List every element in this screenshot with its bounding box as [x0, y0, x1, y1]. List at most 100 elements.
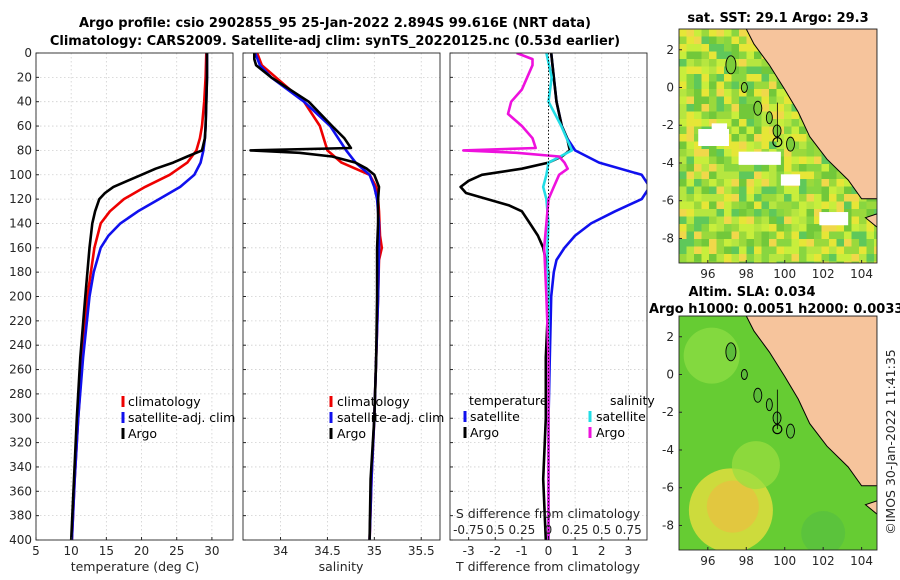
sst-cell [859, 246, 867, 255]
sst-cell [679, 134, 687, 142]
sst-cell [694, 51, 702, 60]
cloud-gap [711, 123, 728, 133]
sst-cell [686, 89, 695, 97]
sst-cell [724, 164, 732, 172]
sst-cell [799, 231, 807, 240]
sst-cell [859, 216, 867, 225]
sst-cell [701, 239, 710, 247]
sst-cell [836, 261, 845, 263]
sst-cell [731, 231, 740, 240]
sst-cell [739, 59, 747, 67]
sst-cell [776, 111, 785, 120]
sst-cell [731, 51, 740, 60]
land-java [864, 500, 877, 515]
sst-cell [724, 74, 732, 82]
sst-cell [716, 261, 725, 263]
sst-cell [814, 231, 822, 240]
sst-cell [709, 171, 717, 180]
sst-cell [686, 149, 695, 157]
y-tick-label: 240 [9, 338, 32, 352]
sst-cell [709, 66, 717, 75]
sst-cell [686, 81, 695, 90]
sst-cell [746, 216, 755, 225]
imos-stamp: ©IMOS 30-Jan-2022 11:41:35 [883, 349, 898, 535]
sst-cell [806, 231, 815, 240]
sst-cell [814, 224, 822, 232]
sst-cell [754, 59, 762, 67]
lat-tick-label: -6 [662, 194, 674, 208]
land-java [864, 213, 877, 228]
sla-blob [801, 511, 846, 550]
sst-cell [716, 81, 725, 90]
sst-cell [784, 231, 792, 240]
sst-cell [859, 209, 867, 217]
sst-cell [739, 201, 747, 210]
x-tick-label: 20 [134, 544, 149, 558]
figure-title-line2: Climatology: CARS2009. Satellite-adj cli… [50, 34, 620, 49]
sst-cell [829, 261, 837, 263]
sst-cell [739, 74, 747, 82]
sst-cell [799, 164, 807, 172]
sst-cell [686, 164, 695, 172]
sst-cell [709, 261, 717, 263]
sst-cell [754, 51, 762, 60]
sst-cell [686, 119, 695, 127]
sst-cell [701, 224, 710, 232]
sst-cell [769, 164, 777, 172]
sst-cell [701, 36, 710, 45]
sst-cell [791, 194, 800, 202]
sst-cell [686, 66, 695, 75]
sst-cell [686, 111, 695, 120]
sst-cell [724, 81, 732, 90]
sst-cell [821, 156, 830, 165]
sst-cell [731, 111, 740, 120]
sst-cell [739, 194, 747, 202]
sst-cell [709, 74, 717, 82]
sst-cell [739, 66, 747, 75]
sst-cell [769, 111, 777, 120]
sst-cell [851, 246, 860, 255]
y-tick-label: 120 [9, 192, 32, 206]
sst-cell [679, 209, 687, 217]
legend-label-t-satellite: satellite [470, 409, 520, 424]
sst-cell [694, 119, 702, 127]
sst-cell [701, 74, 710, 82]
sst-cell [754, 96, 762, 105]
sst-cell [731, 156, 740, 165]
sst-cell [806, 239, 815, 247]
sst-cell [836, 171, 845, 180]
sst-cell [709, 164, 717, 172]
sst-cell [679, 44, 687, 52]
sst-cell [679, 96, 687, 105]
sst-cell [836, 231, 845, 240]
sst-cell [731, 29, 740, 37]
lat-tick-label: 0 [666, 81, 674, 95]
sst-cell [746, 261, 755, 263]
sst-cell [701, 81, 710, 90]
y-tick-label: 40 [17, 95, 32, 109]
sst-cell [739, 239, 747, 247]
sst-cell [739, 261, 747, 263]
sst-cell [709, 89, 717, 97]
legend-label-s-satellite: satellite [596, 409, 646, 424]
cloud-gap [698, 129, 729, 146]
sst-cell [701, 201, 710, 210]
sst-cell [829, 231, 837, 240]
y-tick-label: 300 [9, 411, 32, 425]
sst-cell [679, 89, 687, 97]
sst-cell [791, 231, 800, 240]
sla-map-panel: 96 98 100 102 104 2 0 -2 -4 -6 -8 [662, 315, 878, 568]
sst-cell [716, 186, 725, 195]
sst-cell [724, 201, 732, 210]
sst-cell [724, 96, 732, 105]
sst-cell [679, 59, 687, 67]
sst-cell [776, 231, 785, 240]
sst-cell [686, 126, 695, 135]
sst-cell [701, 96, 710, 105]
sst-cell [686, 179, 695, 187]
sst-cell [724, 179, 732, 187]
sst-cell [686, 96, 695, 105]
sst-cell [784, 239, 792, 247]
sst-cell [874, 261, 877, 263]
sst-cell [799, 126, 807, 135]
